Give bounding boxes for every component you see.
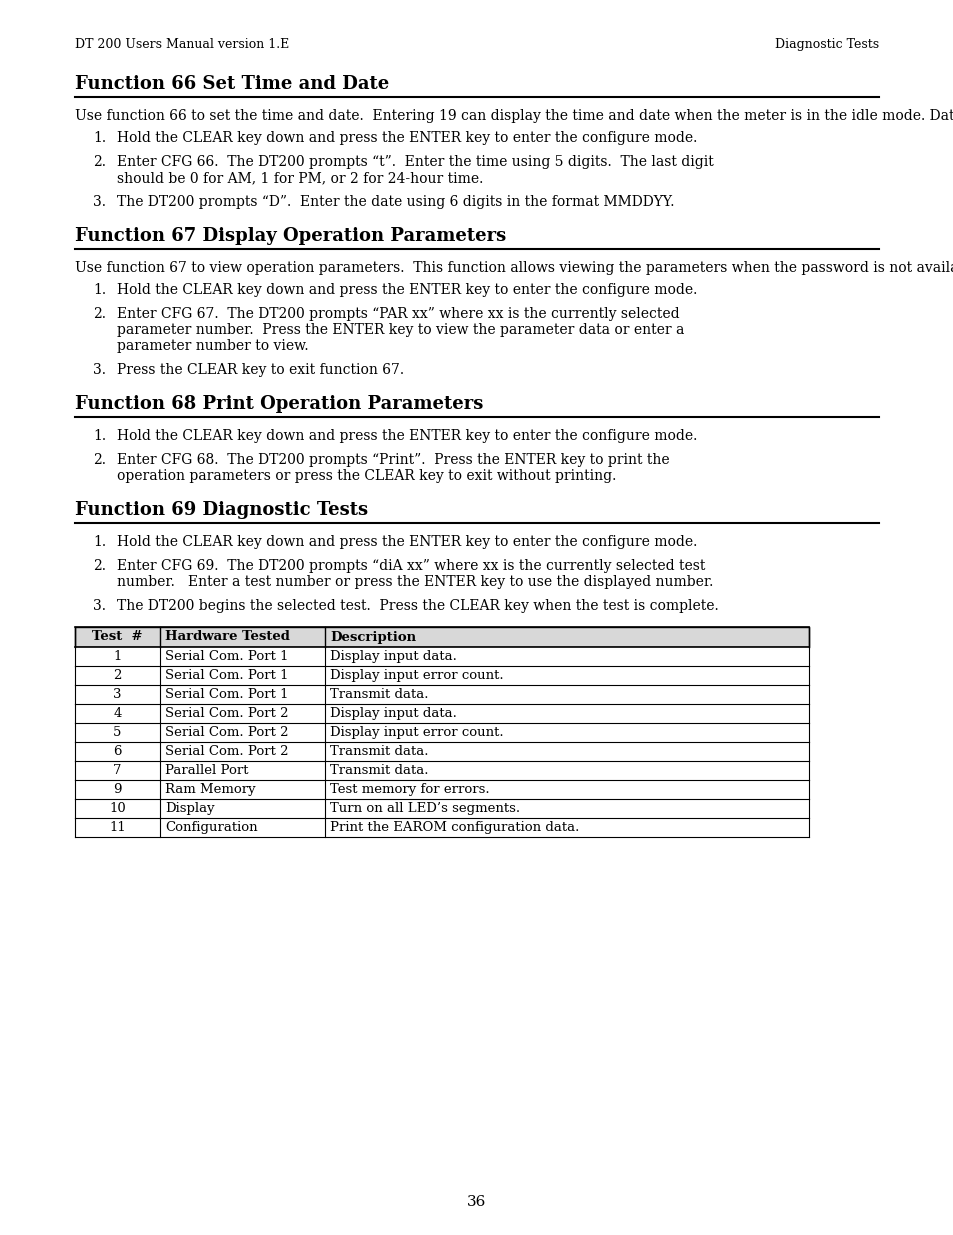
Text: Display input error count.: Display input error count. — [330, 726, 503, 739]
Text: Display: Display — [165, 802, 214, 815]
Text: Configuration: Configuration — [165, 821, 257, 834]
Text: 2: 2 — [113, 669, 122, 682]
Bar — [75, 704, 808, 722]
Text: 1.: 1. — [92, 283, 106, 296]
Text: Transmit data.: Transmit data. — [330, 688, 428, 701]
Text: Parallel Port: Parallel Port — [165, 764, 248, 777]
Text: 7: 7 — [113, 764, 122, 777]
Text: 1: 1 — [113, 650, 122, 663]
Text: 2.: 2. — [92, 559, 106, 573]
Text: Display input data.: Display input data. — [330, 650, 456, 663]
Text: Turn on all LED’s segments.: Turn on all LED’s segments. — [330, 802, 519, 815]
Text: Function 66 Set Time and Date: Function 66 Set Time and Date — [75, 75, 389, 93]
Text: 10: 10 — [109, 802, 126, 815]
Text: should be 0 for AM, 1 for PM, or 2 for 24-hour time.: should be 0 for AM, 1 for PM, or 2 for 2… — [117, 170, 483, 185]
Text: DT 200 Users Manual version 1.E: DT 200 Users Manual version 1.E — [75, 38, 289, 51]
Text: Test  #: Test # — [92, 631, 143, 643]
Text: Function 67 Display Operation Parameters: Function 67 Display Operation Parameters — [75, 227, 506, 245]
Text: 1.: 1. — [92, 535, 106, 550]
Bar — [75, 627, 808, 647]
Text: Function 68 Print Operation Parameters: Function 68 Print Operation Parameters — [75, 395, 483, 412]
Text: 3.: 3. — [92, 599, 106, 613]
Text: 11: 11 — [109, 821, 126, 834]
Text: Display input data.: Display input data. — [330, 706, 456, 720]
Text: Transmit data.: Transmit data. — [330, 764, 428, 777]
Text: 9: 9 — [113, 783, 122, 797]
Text: 6: 6 — [113, 745, 122, 758]
Text: Description: Description — [330, 631, 416, 643]
Text: Press the CLEAR key to exit function 67.: Press the CLEAR key to exit function 67. — [117, 363, 404, 377]
Text: Hold the CLEAR key down and press the ENTER key to enter the configure mode.: Hold the CLEAR key down and press the EN… — [117, 535, 697, 550]
Text: Use function 67 to view operation parameters.  This function allows viewing the : Use function 67 to view operation parame… — [75, 261, 953, 275]
Bar — [75, 761, 808, 781]
Bar — [75, 742, 808, 761]
Text: 5: 5 — [113, 726, 122, 739]
Text: Enter CFG 69.  The DT200 prompts “diA xx” where xx is the currently selected tes: Enter CFG 69. The DT200 prompts “diA xx”… — [117, 559, 704, 573]
Text: Serial Com. Port 2: Serial Com. Port 2 — [165, 726, 288, 739]
Text: Function 69 Diagnostic Tests: Function 69 Diagnostic Tests — [75, 501, 368, 519]
Text: parameter number to view.: parameter number to view. — [117, 338, 309, 353]
Bar — [75, 685, 808, 704]
Text: Ram Memory: Ram Memory — [165, 783, 255, 797]
Text: Test memory for errors.: Test memory for errors. — [330, 783, 489, 797]
Text: 4: 4 — [113, 706, 122, 720]
Text: The DT200 prompts “D”.  Enter the date using 6 digits in the format MMDDYY.: The DT200 prompts “D”. Enter the date us… — [117, 195, 674, 209]
Text: 2.: 2. — [92, 453, 106, 467]
Text: Transmit data.: Transmit data. — [330, 745, 428, 758]
Text: 3.: 3. — [92, 363, 106, 377]
Text: Hold the CLEAR key down and press the ENTER key to enter the configure mode.: Hold the CLEAR key down and press the EN… — [117, 429, 697, 443]
Text: Hold the CLEAR key down and press the ENTER key to enter the configure mode.: Hold the CLEAR key down and press the EN… — [117, 131, 697, 144]
Bar — [75, 647, 808, 666]
Text: Hold the CLEAR key down and press the ENTER key to enter the configure mode.: Hold the CLEAR key down and press the EN… — [117, 283, 697, 296]
Text: Enter CFG 67.  The DT200 prompts “PAR xx” where xx is the currently selected: Enter CFG 67. The DT200 prompts “PAR xx”… — [117, 308, 679, 321]
Text: Serial Com. Port 2: Serial Com. Port 2 — [165, 706, 288, 720]
Text: The DT200 begins the selected test.  Press the CLEAR key when the test is comple: The DT200 begins the selected test. Pres… — [117, 599, 718, 613]
Text: 36: 36 — [467, 1195, 486, 1209]
Text: Hardware Tested: Hardware Tested — [165, 631, 290, 643]
Text: Serial Com. Port 1: Serial Com. Port 1 — [165, 650, 288, 663]
Bar — [75, 781, 808, 799]
Text: 2.: 2. — [92, 156, 106, 169]
Text: Display input error count.: Display input error count. — [330, 669, 503, 682]
Text: 2.: 2. — [92, 308, 106, 321]
Text: Print the EAROM configuration data.: Print the EAROM configuration data. — [330, 821, 578, 834]
Text: Enter CFG 68.  The DT200 prompts “Print”.  Press the ENTER key to print the: Enter CFG 68. The DT200 prompts “Print”.… — [117, 453, 669, 467]
Text: parameter number.  Press the ENTER key to view the parameter data or enter a: parameter number. Press the ENTER key to… — [117, 324, 683, 337]
Text: Serial Com. Port 2: Serial Com. Port 2 — [165, 745, 288, 758]
Text: operation parameters or press the CLEAR key to exit without printing.: operation parameters or press the CLEAR … — [117, 469, 616, 483]
Bar — [75, 666, 808, 685]
Text: Enter CFG 66.  The DT200 prompts “t”.  Enter the time using 5 digits.  The last : Enter CFG 66. The DT200 prompts “t”. Ent… — [117, 156, 713, 169]
Text: 3.: 3. — [92, 195, 106, 209]
Text: Diagnostic Tests: Diagnostic Tests — [774, 38, 878, 51]
Bar — [75, 722, 808, 742]
Text: 1.: 1. — [92, 429, 106, 443]
Text: number.   Enter a test number or press the ENTER key to use the displayed number: number. Enter a test number or press the… — [117, 576, 713, 589]
Text: 1.: 1. — [92, 131, 106, 144]
Text: Serial Com. Port 1: Serial Com. Port 1 — [165, 688, 288, 701]
Text: 3: 3 — [113, 688, 122, 701]
Bar — [75, 818, 808, 837]
Text: Serial Com. Port 1: Serial Com. Port 1 — [165, 669, 288, 682]
Text: Use function 66 to set the time and date.  Entering 19 can display the time and : Use function 66 to set the time and date… — [75, 109, 953, 124]
Bar — [75, 799, 808, 818]
